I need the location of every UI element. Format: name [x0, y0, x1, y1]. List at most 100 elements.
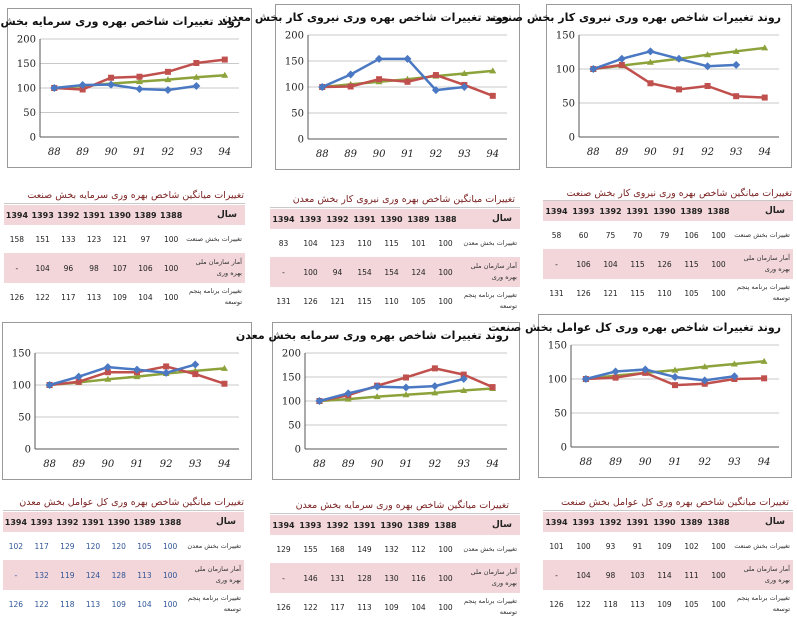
- table-row: آمار سازمان ملی بهره وری 100 115 126 115 104 1…: [543, 249, 793, 279]
- x-tick-label: 93: [457, 459, 470, 470]
- x-tick-label: 92: [430, 149, 443, 160]
- year-cell: 1392: [324, 209, 351, 229]
- value-cell: 100: [432, 229, 459, 257]
- year-cell: 1389: [678, 512, 705, 532]
- data-point: [373, 393, 381, 400]
- row-label: تغییرات بخش معدن: [183, 532, 244, 560]
- table-title-rule: [4, 203, 245, 204]
- year-cell: 1390: [651, 512, 678, 532]
- value-cell: 122: [28, 590, 55, 618]
- value-cell: 58: [543, 221, 570, 249]
- x-tick-label: 93: [189, 459, 202, 470]
- x-tick-label: 90: [639, 457, 652, 468]
- x-tick-label: 91: [669, 457, 682, 468]
- value-cell: 121: [324, 287, 351, 315]
- data-point: [45, 381, 54, 389]
- value-cell: 104: [131, 590, 158, 618]
- value-cell: 101: [543, 532, 570, 560]
- value-cell: 119: [54, 560, 81, 590]
- data-point: [346, 70, 355, 79]
- data-point: [375, 54, 384, 63]
- year-header: سال: [459, 515, 520, 535]
- value-cell: 117: [324, 593, 351, 621]
- value-cell: 100: [705, 532, 732, 560]
- chart-title: روند تغییرات شاخص بهره وری کل عوامل بخش …: [488, 321, 781, 334]
- table-row: آمار سازمان ملی بهره وری 100 106 107 98 96 104…: [4, 253, 245, 283]
- table-row: تغییرات برنامه پنجم توسعه 100 104 109 113 117…: [270, 593, 520, 621]
- x-tick-label: 88: [313, 459, 326, 470]
- chart-labor-mining: 0 50 100 150 200 88 89 90 91 92 93 94 روند تغییرات …: [222, 4, 520, 170]
- year-cell: 1392: [54, 512, 81, 532]
- table-row: آمار سازمان ملی بهره وری 100 113 128 124 119 1…: [3, 560, 244, 590]
- data-point: [162, 368, 171, 377]
- data-point: [460, 69, 468, 76]
- value-cell: 158: [4, 225, 30, 253]
- data-point: [703, 62, 712, 71]
- chart-plot: 0 50 100 150 200 88 89 90 91 92 93 94: [282, 349, 507, 470]
- year-cell: 1390: [378, 209, 405, 229]
- value-cell: 98: [81, 253, 107, 283]
- value-cell: 100: [432, 563, 459, 593]
- value-cell: 100: [432, 535, 459, 563]
- value-cell: 126: [4, 283, 30, 311]
- value-cell: 122: [29, 283, 56, 311]
- x-tick-label: 91: [673, 147, 686, 158]
- value-cell: 128: [351, 563, 378, 593]
- value-cell: 105: [405, 287, 432, 315]
- value-cell: 79: [651, 221, 678, 249]
- value-cell: 60: [570, 221, 597, 249]
- table-title-rule: [543, 510, 793, 511]
- x-tick-label: 93: [730, 147, 743, 158]
- x-tick-label: 91: [400, 459, 413, 470]
- x-tick-label: 89: [342, 459, 355, 470]
- value-cell: 100: [158, 225, 184, 253]
- x-tick-label: 93: [458, 149, 471, 160]
- data-point: [164, 68, 171, 75]
- data-point: [701, 363, 709, 370]
- value-cell: 126: [651, 249, 678, 279]
- value-cell: 122: [297, 593, 324, 621]
- table-row: تغییرات برنامه پنجم توسعه 100 105 110 115 121…: [270, 287, 520, 315]
- value-cell: 115: [624, 249, 651, 279]
- y-tick-label: 100: [282, 397, 301, 408]
- table-row: تغییرات بخش معدن 100 101 115 110 123 104 83: [270, 229, 520, 257]
- value-cell: 132: [28, 560, 55, 590]
- value-cell: 100: [570, 532, 597, 560]
- y-tick-label: 100: [12, 381, 31, 392]
- value-cell: 113: [131, 560, 158, 590]
- x-tick-label: 89: [344, 149, 357, 160]
- row-label: تغییرات برنامه پنجم توسعه: [459, 287, 520, 315]
- chart-title: روند تغییرات شاخص بهره وری سرمایه بخش مع…: [235, 329, 509, 342]
- table-title-rule: [3, 510, 244, 511]
- data-point: [164, 76, 172, 83]
- value-cell: -: [3, 560, 29, 590]
- table-labor-industry: سال 1388 1389 1390 1391 1392 1393 1394 تغییرات ب…: [543, 201, 793, 307]
- year-header: سال: [459, 209, 520, 229]
- x-tick-label: 94: [758, 457, 771, 468]
- table-row: آمار سازمان ملی بهره وری 100 111 114 103 98 10…: [543, 560, 793, 590]
- value-cell: 112: [405, 535, 432, 563]
- data-point: [104, 369, 111, 376]
- table-header-row: سال 1388 1389 1390 1391 1392 1393 1394: [3, 512, 244, 532]
- value-cell: 100: [705, 279, 732, 307]
- year-cell: 1390: [651, 201, 678, 221]
- value-cell: 100: [705, 221, 732, 249]
- table-row: تغییرات بخش صنعت 100 97 121 123 133 151 158: [4, 225, 245, 253]
- data-point: [589, 65, 598, 73]
- table-row: تغییرات برنامه پنجم توسعه 100 104 109 113 117…: [4, 283, 245, 311]
- series-line: [49, 363, 196, 387]
- x-tick-label: 88: [48, 147, 61, 158]
- table-row: تغییرات بخش صنعت 100 106 79 70 75 60 58: [543, 221, 793, 249]
- row-label: تغییرات بخش معدن: [459, 229, 520, 257]
- data-point: [344, 389, 353, 398]
- value-cell: 100: [705, 560, 732, 590]
- data-point: [74, 372, 83, 381]
- year-cell: 1394: [543, 201, 570, 221]
- year-cell: 1394: [270, 209, 297, 229]
- year-cell: 1389: [131, 512, 158, 532]
- row-label: آمار سازمان ملی بهره وری: [184, 253, 245, 283]
- x-tick-label: 90: [373, 149, 386, 160]
- data-point: [373, 382, 382, 391]
- data-point: [730, 360, 738, 367]
- value-cell: 97: [132, 225, 159, 253]
